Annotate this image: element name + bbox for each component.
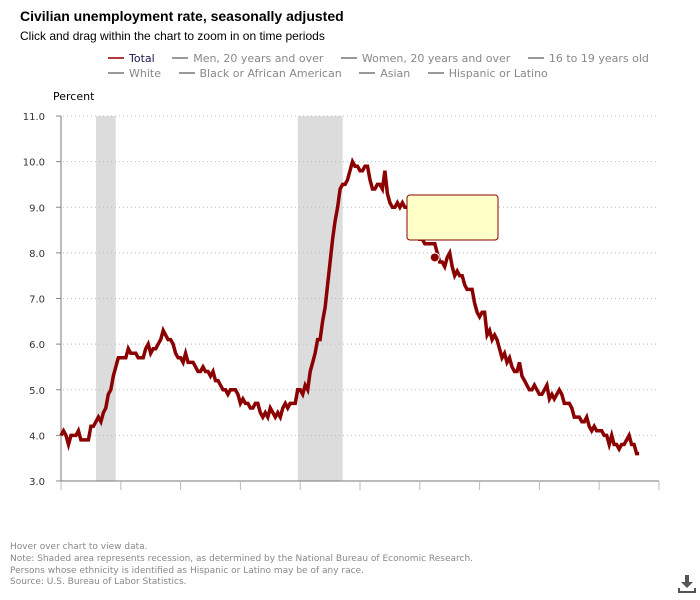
legend-line-icon	[108, 57, 124, 59]
legend-row-1: Total Men, 20 years and over Women, 20 y…	[108, 52, 649, 67]
legend: Total Men, 20 years and over Women, 20 y…	[108, 52, 649, 82]
y-tick-label: 6.0	[29, 340, 45, 351]
y-tick-label: 5.0	[29, 386, 45, 397]
legend-line-icon	[108, 72, 124, 74]
footnotes: Hover over chart to view data. Note: Sha…	[10, 542, 473, 589]
footnote-source: Source: U.S. Bureau of Labor Statistics.	[10, 577, 187, 588]
y-tick-label: 11.0	[23, 112, 45, 123]
legend-line-icon	[178, 72, 195, 74]
legend-item-16-19[interactable]: 16 to 19 years old	[527, 52, 649, 65]
grid-lines	[56, 115, 659, 482]
legend-item-hispanic[interactable]: Hispanic or Latino	[427, 67, 548, 80]
hover-marker	[406, 194, 499, 263]
tooltip-box	[406, 194, 499, 241]
recession-band	[95, 116, 116, 481]
legend-item-women-20-over[interactable]: Women, 20 years and over	[340, 52, 510, 65]
series-line-total	[59, 156, 640, 456]
y-tick-label: 10.0	[23, 158, 45, 169]
legend-item-white[interactable]: White	[108, 67, 161, 80]
download-icon	[678, 575, 696, 593]
y-tick-label: 7.0	[29, 295, 45, 306]
legend-line-icon	[172, 57, 189, 59]
legend-item-total[interactable]: Total	[108, 52, 155, 65]
y-tick-label: 3.0	[29, 477, 45, 488]
legend-item-black[interactable]: Black or African American	[178, 67, 342, 80]
chart-plot[interactable]: 3.0 4.0 5.0 6.0 7.0 8.0 9.0 10.0 11.0	[0, 0, 700, 540]
legend-item-men-20-over[interactable]: Men, 20 years and over	[172, 52, 323, 65]
legend-line-icon	[427, 72, 444, 74]
chart-title: Civilian unemployment rate, seasonally a…	[20, 8, 344, 24]
footnote-recession: Note: Shaded area represents recession, …	[10, 553, 474, 564]
footnote-hover: Hover over chart to view data.	[10, 542, 148, 552]
legend-row-2: White Black or African American Asian Hi…	[108, 67, 628, 82]
footnote-ethnicity: Persons whose ethnicity is identified as…	[10, 565, 364, 576]
y-axis-label: Percent	[53, 90, 95, 103]
legend-item-asian[interactable]: Asian	[359, 67, 410, 80]
y-tick-label: 4.0	[29, 431, 45, 442]
legend-line-icon	[359, 72, 376, 74]
x-ticks	[60, 481, 660, 490]
y-tick-labels: 3.0 4.0 5.0 6.0 7.0 8.0 9.0 10.0 11.0	[23, 112, 45, 488]
chart-subtitle: Click and drag within the chart to zoom …	[20, 29, 325, 43]
series-lines	[59, 156, 640, 456]
legend-line-icon	[527, 57, 544, 59]
legend-line-icon	[340, 57, 357, 59]
y-tick-label: 9.0	[29, 203, 45, 214]
y-tick-label: 8.0	[29, 249, 45, 260]
download-button[interactable]	[678, 574, 696, 594]
hover-point	[429, 252, 440, 263]
